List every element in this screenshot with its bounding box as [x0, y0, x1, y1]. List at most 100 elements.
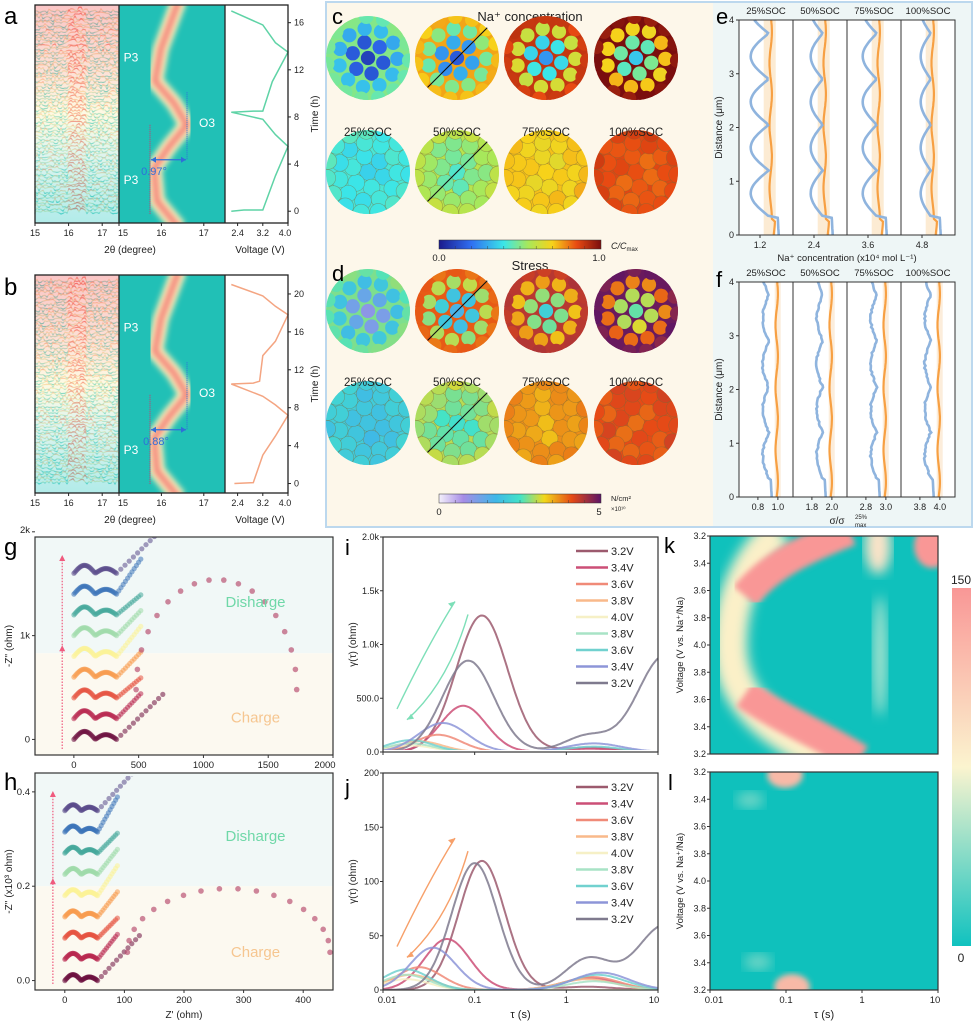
hot-spot — [774, 974, 810, 990]
grain — [627, 16, 642, 25]
hot-spot — [865, 536, 891, 574]
trend-arrow-up — [396, 837, 456, 947]
shift-arrowhead-left — [151, 156, 156, 163]
impedance-point — [95, 978, 101, 984]
impedance-point — [312, 915, 318, 922]
grain — [577, 36, 588, 51]
colorbar-max: 5 — [596, 507, 601, 518]
particle-homogeneous-model-3 — [504, 381, 588, 465]
grain — [594, 56, 603, 72]
grain — [332, 311, 347, 326]
grain — [431, 281, 446, 296]
x-tick-label: 4.0 — [934, 502, 947, 512]
x-tick-label: 4.0 — [279, 498, 292, 508]
impedance-point — [124, 949, 131, 956]
panel-letter-f: f — [716, 267, 723, 292]
label-o3: O3 — [199, 116, 215, 130]
x-axis-label: τ (s) — [814, 1009, 834, 1021]
y-tick-label: 3.2 — [693, 749, 706, 759]
grain — [613, 46, 628, 61]
impedance-point — [143, 708, 149, 714]
grain — [360, 303, 376, 319]
uncertainty-band — [828, 282, 835, 497]
grain — [535, 21, 550, 36]
grain — [610, 28, 625, 43]
grain — [628, 50, 644, 66]
panel-e: 25%SOC 50%SOC 75%SOC 100%SOC 0 1 2 3 4 Distance (… — [714, 6, 956, 264]
impedance-point — [235, 581, 242, 587]
hot-band-bottom — [736, 681, 868, 754]
waterfall-plot — [34, 275, 120, 493]
x-tick-label: 2.4 — [231, 228, 244, 238]
grain — [641, 24, 657, 39]
impedance-point — [125, 945, 131, 951]
grain — [550, 40, 565, 55]
grain — [594, 309, 603, 325]
grain — [461, 77, 476, 93]
uncertainty-band — [882, 282, 889, 497]
legend-label: 3.8V — [611, 832, 634, 844]
grain — [376, 308, 391, 323]
x-tick-label: 3.2 — [257, 498, 270, 508]
bulk-profile — [930, 19, 939, 236]
colorbar-unit-subscript: max — [627, 247, 638, 253]
grain — [640, 77, 655, 93]
impedance-point — [160, 526, 165, 531]
grain — [669, 53, 678, 68]
surface-profile — [919, 19, 942, 236]
panel-f: 25%SOC 50%SOC 75%SOC 100%SOC 0 1 2 3 4 Distance (… — [714, 268, 956, 529]
grain — [527, 61, 542, 76]
impedance-point — [139, 915, 146, 922]
y-tick-label: 0.2 — [17, 881, 30, 892]
grain — [533, 332, 549, 348]
grain — [535, 288, 550, 303]
x-tick-label: 17 — [199, 228, 209, 238]
grain — [342, 28, 357, 43]
grain — [340, 325, 356, 340]
impedance-point — [147, 704, 153, 710]
grain — [373, 277, 389, 292]
grain — [625, 35, 640, 50]
y-tick-label: 0.4 — [17, 787, 30, 798]
impedance-point — [130, 776, 134, 777]
panel-letter-h: h — [4, 769, 17, 796]
impedance-point — [134, 666, 141, 673]
grain — [600, 294, 616, 310]
impedance-point — [177, 588, 184, 594]
impedance-point — [206, 577, 212, 583]
y-tick-label: 3.8 — [693, 849, 706, 859]
impedance-point — [114, 931, 120, 937]
grain — [640, 330, 655, 346]
colorbar-min: 0.0 — [432, 253, 445, 264]
x-axis-label-subscript: max — [855, 523, 866, 529]
y-tick-label: 500.0 — [356, 693, 379, 703]
impedance-point — [114, 736, 120, 743]
x-tick-label: 300 — [236, 995, 252, 1006]
label-o3: O3 — [199, 386, 215, 400]
drt-curve — [383, 722, 652, 750]
impedance-point — [235, 886, 241, 892]
legend-label: 3.8V — [611, 865, 634, 877]
impedance-point — [138, 675, 144, 681]
grain — [644, 55, 659, 70]
impedance-point — [293, 686, 300, 693]
legend-label: 3.2V — [611, 678, 634, 690]
grain — [401, 306, 410, 321]
grain — [357, 21, 372, 36]
grain — [415, 56, 424, 72]
soc-label: 50%SOC — [433, 377, 481, 389]
grain — [354, 91, 369, 100]
y-axis-label: Distance (μm) — [714, 358, 725, 420]
panel-letter-b: b — [4, 274, 17, 301]
grain — [385, 320, 400, 335]
impedance-point — [221, 577, 227, 583]
label-p3-lower: P3 — [124, 443, 139, 457]
grain — [360, 50, 376, 66]
y-axis-label: -Z'' (x10³ ohm) — [4, 849, 15, 913]
column-title: 25%SOC — [746, 6, 786, 17]
legend: 3.2V 3.4V 3.6V 3.8V 4.0V 3.8V 3.6V 3.4V 3.2V — [576, 546, 634, 690]
grain — [510, 311, 525, 326]
impedance-point — [273, 612, 279, 619]
line-scan-path — [427, 392, 488, 453]
impedance-point — [300, 906, 307, 913]
